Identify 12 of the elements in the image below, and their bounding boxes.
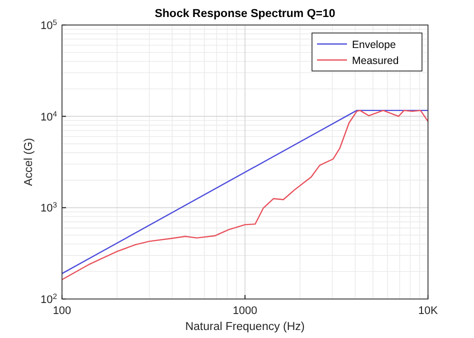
x-axis-title: Natural Frequency (Hz) — [185, 321, 305, 333]
y-tick-label: 10$^{5}$ — [40, 18, 57, 32]
legend-label: Envelope — [352, 39, 396, 51]
x-tick-label: 1000 — [232, 305, 258, 317]
chart-title: Shock Response Spectrum Q=10 — [154, 8, 336, 20]
x-tick-label: 100 — [52, 305, 72, 317]
x-tick-label: 10K — [418, 305, 438, 317]
y-tick-label: 10$^{4}$ — [40, 108, 58, 124]
y-tick-label: 10$^{3}$ — [40, 200, 57, 215]
legend-label: Measured — [352, 55, 399, 67]
y-axis-title: Accel (G) — [23, 138, 35, 186]
y-tick-label: 10$^{2}$ — [40, 292, 57, 306]
